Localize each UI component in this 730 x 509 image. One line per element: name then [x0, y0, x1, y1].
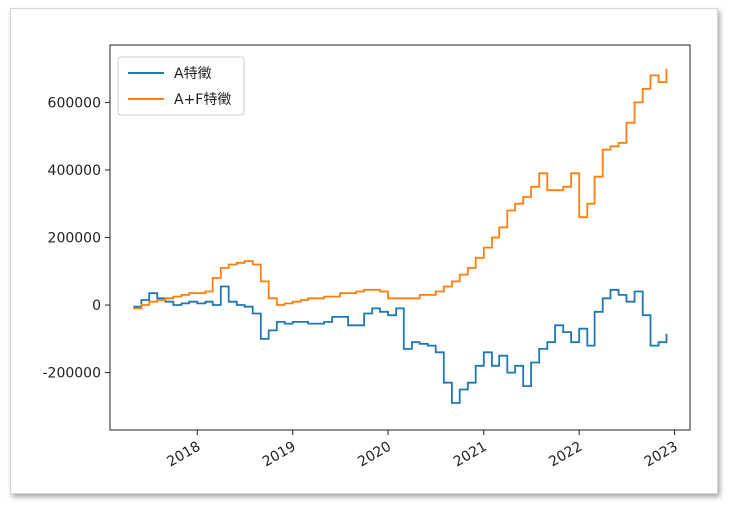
x-tick-label: 2023	[642, 439, 681, 471]
y-tick-label: 0	[92, 298, 101, 314]
y-tick-label: 400000	[48, 163, 101, 179]
x-tick-label: 2018	[164, 439, 203, 471]
x-tick-label: 2022	[546, 439, 585, 471]
x-axis: 2018 2019 2020 2021 2022 2023	[164, 430, 681, 471]
x-tick-label: 2020	[355, 439, 394, 471]
legend-label-a: A特徵	[174, 66, 212, 82]
x-tick-label: 2019	[260, 439, 299, 471]
legend-label-af: A+F特徵	[174, 92, 231, 108]
y-tick-label: 600000	[48, 95, 101, 111]
y-tick-label: -200000	[43, 366, 102, 382]
series-layer	[133, 68, 668, 404]
series-line-a	[133, 285, 668, 404]
legend-box	[117, 56, 245, 116]
series-line-af	[133, 68, 668, 310]
legend: A特徵 A+F特徵	[117, 56, 245, 116]
y-tick-label: 200000	[48, 231, 101, 247]
y-axis: -200000 0 200000 400000 600000	[43, 95, 110, 382]
x-tick-label: 2021	[451, 439, 490, 471]
